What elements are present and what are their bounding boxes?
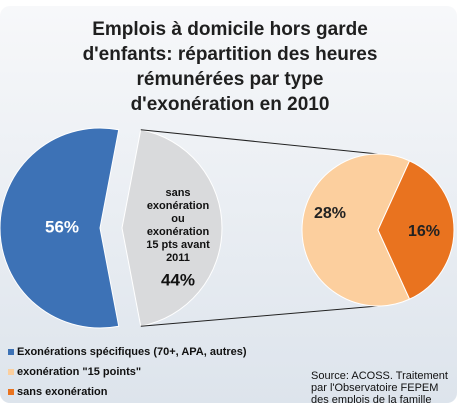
source-note: par l'Observatoire FEPEM	[311, 382, 438, 394]
legend-label: exonération "15 points"	[17, 366, 141, 378]
data-label: 44%	[161, 270, 195, 289]
connector-line	[140, 129, 379, 155]
data-label: 28%	[314, 205, 346, 222]
data-label: 16%	[408, 223, 440, 240]
slice-label: 2011	[166, 252, 190, 264]
legend-marker	[8, 369, 14, 375]
slice-label: exonération	[147, 226, 210, 238]
legend-marker	[8, 349, 14, 355]
slice-label: sans	[165, 187, 190, 199]
pie-slice	[0, 127, 120, 329]
chart-title: d'exonération en 2010	[131, 94, 330, 115]
data-label: 56%	[45, 217, 79, 236]
chart-title: Emplois à domicile hors garde	[92, 19, 368, 40]
legend-label: Exonérations spécifiques (70+, APA, autr…	[17, 346, 247, 358]
subpie-slice	[301, 153, 411, 307]
slice-label: 15 pts avant	[146, 239, 210, 251]
subpie-slice	[377, 160, 455, 300]
source-note: Source: ACOSS. Traitement	[311, 370, 448, 382]
pie-slice	[121, 129, 223, 327]
connector-line	[140, 305, 379, 327]
legend-marker	[8, 389, 14, 395]
chart-title: rémunérées par type	[137, 69, 324, 90]
source-note: des emplois de la famille	[311, 394, 431, 403]
chart-title: d'enfants: répartition des heures	[83, 44, 378, 65]
slice-label: exonération	[147, 200, 210, 212]
slice-label: ou	[171, 213, 184, 225]
legend-label: sans exonération	[17, 386, 108, 398]
